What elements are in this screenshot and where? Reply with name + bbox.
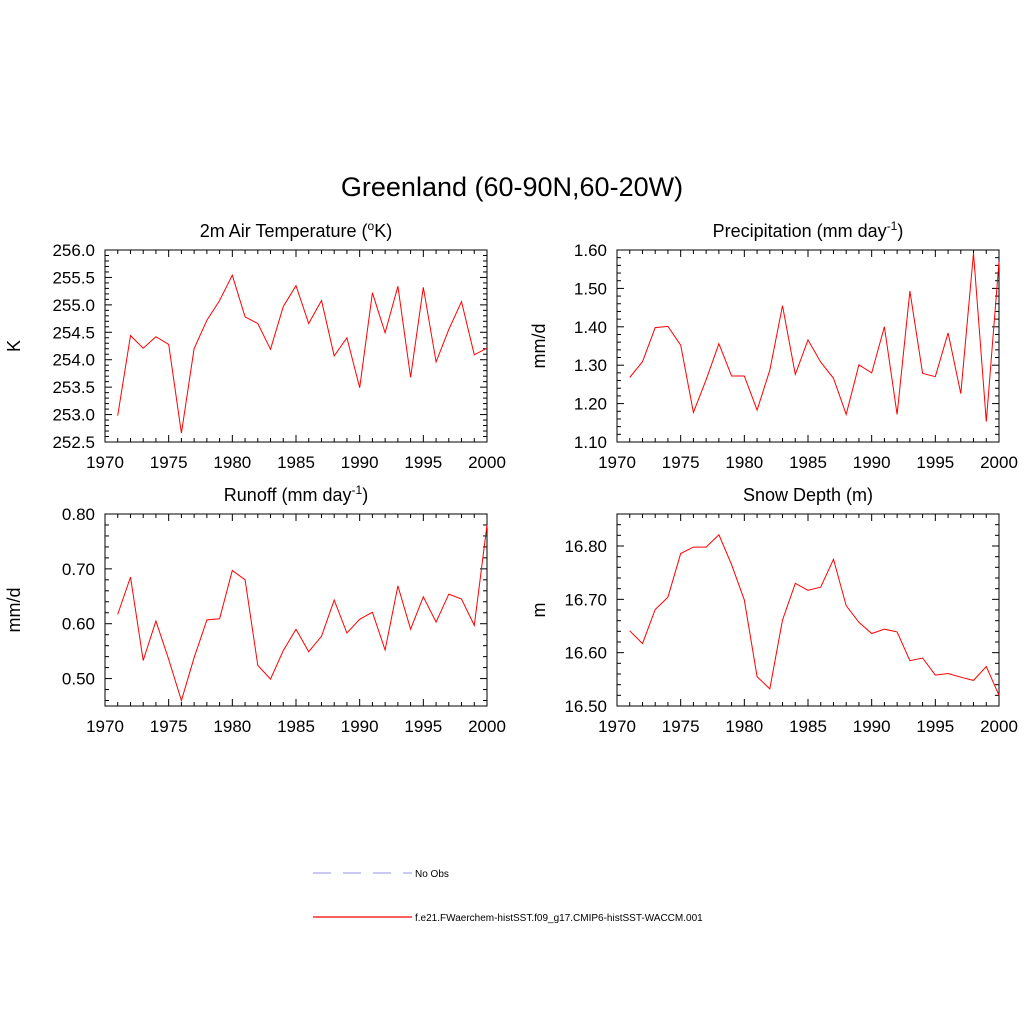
panel-0: 2m Air Temperature (oK) K 1970 1975 1980 1985…: [4, 219, 506, 472]
y-tick-label: 1.20: [574, 395, 607, 414]
legend: No Obs f.e21.FWaerchem-histSST.f09_g17.C…: [313, 869, 703, 924]
y-tick-label: 0.60: [62, 615, 95, 634]
y-tick-label: 1.10: [574, 433, 607, 452]
y-tick-label: 256.0: [52, 241, 95, 260]
x-tick-label: 1975: [150, 717, 188, 736]
series-line-0: [117, 273, 488, 434]
x-tick-label: 1980: [213, 717, 251, 736]
y-tick-label: 0.70: [62, 560, 95, 579]
x-tick-label: 1995: [916, 453, 954, 472]
y-tick-label: 16.50: [564, 697, 607, 716]
panel-title: Runoff (mm day-1): [224, 483, 368, 505]
y-tick-label: 1.60: [574, 241, 607, 260]
x-tick-label: 1990: [853, 453, 891, 472]
x-tick-label: 2000: [468, 453, 506, 472]
x-tick-label: 1995: [404, 717, 442, 736]
x-tick-label: 2000: [980, 717, 1018, 736]
x-tick-label: 1980: [725, 717, 763, 736]
x-tick-label: 1970: [598, 453, 636, 472]
x-tick-label: 1980: [213, 453, 251, 472]
legend-entry-obs: No Obs: [313, 869, 449, 880]
series-line-0: [629, 253, 1000, 422]
x-tick-label: 1990: [341, 453, 379, 472]
y-axis-label: K: [4, 340, 24, 352]
y-tick-label: 254.0: [52, 351, 95, 370]
legend-entry-model: f.e21.FWaerchem-histSST.f09_g17.CMIP6-hi…: [313, 913, 703, 924]
x-tick-label: 1975: [662, 717, 700, 736]
y-tick-label: 16.70: [564, 590, 607, 609]
figure-title: Greenland (60-90N,60-20W): [341, 172, 683, 202]
x-tick-label: 2000: [468, 717, 506, 736]
x-tick-label: 1985: [789, 453, 827, 472]
panel-2: Runoff (mm day-1) mm/d 1970 1975 1980 1985 199…: [4, 483, 506, 736]
x-tick-label: 1975: [150, 453, 188, 472]
y-tick-label: 253.0: [52, 406, 95, 425]
y-tick-label: 16.60: [564, 644, 607, 663]
x-tick-label: 1985: [277, 453, 315, 472]
panel-frame: [104, 249, 488, 443]
y-axis-label: mm/d: [4, 588, 24, 633]
series-line-0: [117, 524, 488, 703]
panel-title: 2m Air Temperature (oK): [200, 219, 392, 241]
panel-frame: [616, 513, 1000, 707]
y-tick-label: 254.5: [52, 323, 95, 342]
y-tick-label: 1.50: [574, 279, 607, 298]
y-tick-label: 1.40: [574, 318, 607, 337]
series-line-0: [629, 533, 1000, 696]
legend-label-obs: No Obs: [415, 869, 449, 880]
panel-3: Snow Depth (m) m 1970 1975 1980 1985 1990 1995 2…: [529, 485, 1018, 736]
x-tick-label: 1990: [853, 717, 891, 736]
x-tick-label: 1985: [789, 717, 827, 736]
y-tick-label: 253.5: [52, 378, 95, 397]
panel-frame: [616, 249, 1000, 443]
x-tick-label: 1990: [341, 717, 379, 736]
legend-label-model: f.e21.FWaerchem-histSST.f09_g17.CMIP6-hi…: [415, 913, 703, 924]
y-axis-label: m: [529, 603, 549, 618]
y-tick-label: 1.30: [574, 356, 607, 375]
panel-1: Precipitation (mm day-1) mm/d 1970 1975 1980…: [529, 219, 1018, 472]
x-tick-label: 1995: [916, 717, 954, 736]
panel-title: Snow Depth (m): [743, 485, 873, 505]
y-tick-label: 0.50: [62, 670, 95, 689]
x-tick-label: 1995: [404, 453, 442, 472]
y-tick-label: 255.5: [52, 268, 95, 287]
y-axis-label: mm/d: [529, 324, 549, 369]
y-tick-label: 0.80: [62, 505, 95, 524]
panel-title: Precipitation (mm day-1): [713, 219, 904, 241]
x-tick-label: 1980: [725, 453, 763, 472]
panels: 2m Air Temperature (oK) K 1970 1975 1980 1985…: [4, 219, 1018, 736]
y-tick-label: 252.5: [52, 433, 95, 452]
x-tick-label: 1970: [598, 717, 636, 736]
x-tick-label: 1985: [277, 717, 315, 736]
y-tick-label: 16.80: [564, 537, 607, 556]
y-tick-label: 255.0: [52, 296, 95, 315]
x-tick-label: 1975: [662, 453, 700, 472]
x-tick-label: 1970: [86, 717, 124, 736]
x-tick-label: 2000: [980, 453, 1018, 472]
x-tick-label: 1970: [86, 453, 124, 472]
